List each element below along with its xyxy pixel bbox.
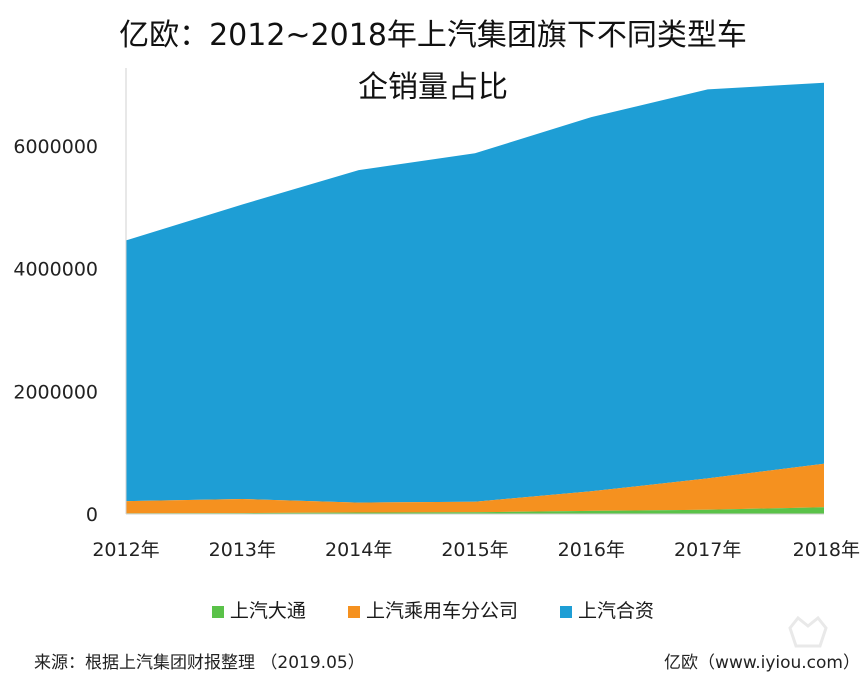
y-tick-label: 6000000: [13, 136, 98, 158]
legend-swatch-passenger: [347, 606, 360, 618]
x-tick-label: 2012年: [92, 539, 159, 561]
axes: [125, 68, 824, 515]
x-tick-label: 2014年: [325, 539, 392, 561]
y-tick-label: 0: [86, 504, 98, 526]
legend-label-jv: 上汽合资: [578, 600, 655, 622]
legend-item-datong: 上汽大通: [211, 596, 306, 623]
source-note: 来源：根据上汽集团财报整理 （2019.05）: [34, 653, 365, 673]
watermark-logo-icon: [788, 615, 828, 648]
area-series-0: [126, 507, 824, 514]
y-axis-tick-labels: 0 2000000 4000000 6000000: [13, 136, 98, 526]
chart-title: 亿欧：2012~2018年上汽集团旗下不同类型车 企销量占比: [0, 10, 866, 114]
legend-label-datong: 上汽大通: [229, 600, 306, 622]
chart-title-line-1: 亿欧：2012~2018年上汽集团旗下不同类型车: [119, 18, 747, 53]
x-axis-tick-labels: 2012年 2013年 2014年 2015年 2016年 2017年 2018年: [92, 539, 860, 561]
legend-item-passenger: 上汽乘用车分公司: [347, 596, 518, 623]
x-tick-label: 2013年: [209, 539, 276, 561]
area-series-1: [126, 463, 824, 514]
y-tick-label: 4000000: [13, 259, 98, 281]
legend-item-jv: 上汽合资: [560, 596, 654, 623]
legend-swatch-datong: [211, 606, 224, 618]
y-tick-label: 2000000: [13, 381, 98, 403]
x-tick-label: 2015年: [441, 539, 508, 561]
brand-credit: 亿欧（www.iyiou.com）: [664, 653, 860, 673]
x-tick-label: 2017年: [674, 539, 741, 561]
chart-title-line-2: 企销量占比: [358, 70, 508, 105]
x-tick-label: 2016年: [558, 539, 625, 561]
series-areas: [126, 82, 824, 514]
legend: 上汽大通 上汽乘用车分公司 上汽合资: [0, 596, 866, 623]
area-series-2: [126, 82, 824, 503]
legend-swatch-jv: [560, 606, 573, 618]
x-tick-label: 2018年: [793, 539, 860, 561]
legend-label-passenger: 上汽乘用车分公司: [365, 600, 518, 622]
